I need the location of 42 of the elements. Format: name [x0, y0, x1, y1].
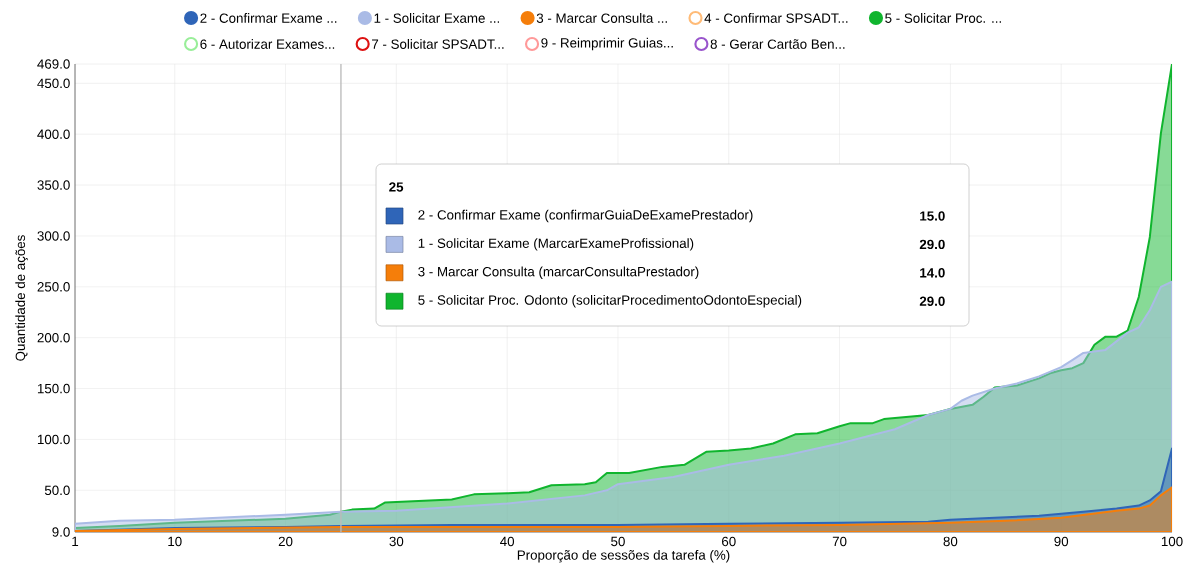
annotation: 15.0 [920, 211, 945, 221]
annotation: 3 - Marcar Consulta (marcarConsultaPrestador) [418, 266, 699, 280]
x-tick-label: 60 [722, 536, 736, 547]
legend-label: 1 - Solicitar Exame ... [374, 13, 500, 23]
x-tick-label: 10 [168, 536, 182, 547]
legend-label: 3 - Marcar Consulta ... [536, 13, 667, 23]
x-tick-label: 100 [1161, 536, 1183, 547]
legend-label: 5 - Solicitar Proc. ... [885, 13, 1001, 23]
annotation: 29.0 [919, 296, 945, 306]
annotation: 5 - Solicitar Proc. Odonto (solicitarProcedimentoOdontoEspecial) [418, 294, 802, 308]
annotation: 2 - Confirmar Exame (confirmarGuiaDeExamePrestador) [418, 209, 753, 223]
y-tick-label: 50.0 [44, 485, 70, 495]
y-tick-label: 250.0 [37, 282, 70, 292]
y-tick-label: 350.0 [37, 180, 70, 190]
legend-label: 7 - Solicitar SPSADT... [372, 39, 504, 49]
y-tick-label: 200.0 [37, 332, 70, 343]
x-axis-title: Proporção de sessões da tarefa (%) [517, 549, 730, 563]
legend-label: 9 - Reimprimir Guias... [541, 37, 673, 51]
y-tick-label: 9.0 [52, 527, 70, 537]
annotation: 1 - Solicitar Exame (MarcarExameProfissional) [418, 238, 694, 251]
y-tick-label: 300.0 [37, 231, 70, 241]
legend-label: 2 - Confirmar Exame ... [200, 13, 337, 23]
y-axis-title: Quantidade de ações [15, 235, 28, 361]
x-tick-label: 20 [278, 536, 293, 547]
x-tick-label: 70 [832, 536, 847, 547]
y-tick-label: 150.0 [37, 383, 70, 394]
x-tick-label: 30 [389, 536, 404, 547]
legend-label: 8 - Gerar Cartão Ben... [710, 39, 845, 49]
legend-label: 6 - Autorizar Exames... [200, 39, 335, 49]
x-tick-label: 80 [943, 536, 958, 547]
x-tick-label: 40 [500, 536, 515, 547]
x-tick-label: 50 [611, 536, 625, 547]
annotation: 14.0 [920, 268, 945, 278]
x-tick-label: 1 [72, 536, 79, 546]
x-tick-label: 90 [1054, 536, 1069, 547]
annotation: 25 [389, 182, 404, 192]
legend-label: 4 - Confirmar SPSADT... [704, 13, 848, 23]
y-tick-label: 469.0 [37, 59, 70, 69]
y-tick-label: 400.0 [37, 129, 70, 139]
y-tick-label: 450.0 [37, 78, 70, 89]
annotation: 29.0 [919, 239, 945, 250]
y-tick-label: 100.0 [37, 434, 70, 445]
